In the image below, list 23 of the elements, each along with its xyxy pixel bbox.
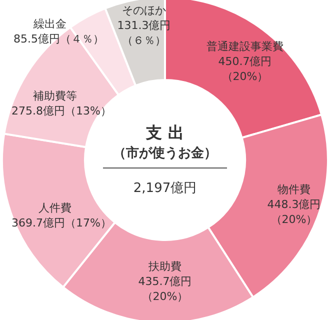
data-label: 275.8億円	[12, 104, 65, 118]
text: 2,197億円	[133, 181, 197, 196]
slice-label: 普通建設事業費	[206, 40, 284, 53]
slice-label: 扶助費	[148, 260, 182, 273]
slice-label: 物件費	[278, 183, 310, 196]
data-label: 448.3億円	[267, 198, 321, 211]
text: （20%）	[270, 213, 318, 226]
data-label: 450.7億円	[218, 55, 272, 68]
text: （４％）	[60, 32, 104, 46]
text: （13%）	[65, 104, 112, 118]
slice-label: そのほか	[122, 4, 166, 17]
data-label: 85.5億円	[14, 32, 60, 46]
text: （20%）	[142, 290, 188, 303]
text: 支 出	[145, 123, 184, 142]
data-label: 435.7億円	[138, 275, 192, 288]
text: （６％）	[122, 34, 166, 47]
text: （市が使うお金）	[113, 145, 217, 161]
slice-label: 補助費等	[33, 90, 77, 102]
slice-label: 繰出金	[32, 18, 66, 30]
text: （20%）	[222, 70, 268, 83]
data-label: 369.7億円	[12, 216, 65, 230]
text: （17%）	[65, 216, 112, 230]
slice-label: 人件費	[38, 202, 72, 214]
